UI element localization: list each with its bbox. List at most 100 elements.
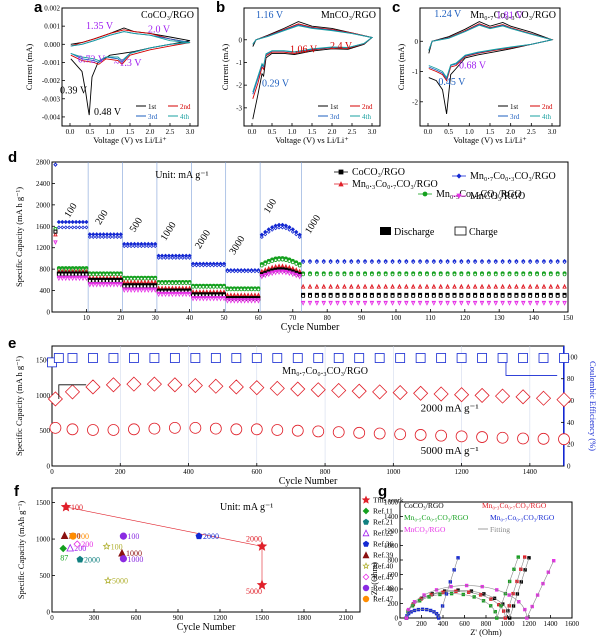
d-charge-point	[194, 297, 199, 302]
f-legend-label: Ref.47	[373, 595, 393, 604]
d-charge-point	[191, 285, 195, 289]
b-peak-annotation: 2.4 V	[330, 41, 353, 52]
b-legend-label: 4th	[362, 113, 371, 121]
b-xtick-label: 1.0	[288, 128, 297, 136]
e-coulombic-point	[108, 353, 119, 363]
d-charge-point	[277, 257, 281, 262]
g-xtick-label: 400	[438, 620, 449, 628]
d-discharge-point	[84, 219, 89, 225]
a-ytick-label: 0.001	[44, 23, 60, 31]
c-peak-annotation: 1.24 V	[434, 9, 462, 20]
a-ytick-label: 0.002	[44, 5, 60, 13]
d-charge-point	[139, 244, 144, 249]
d-charge-point	[342, 294, 347, 298]
d-charge-point	[438, 284, 443, 289]
d-charge-point	[404, 272, 409, 277]
d-ytick-label: 1200	[36, 244, 51, 252]
d-charge-point	[314, 260, 319, 265]
d-charge-label: Charge	[469, 227, 498, 238]
e-capacity-5000-point	[394, 428, 407, 441]
d-charge-point	[390, 260, 395, 265]
d-charge-point	[411, 284, 416, 289]
e-capacity-5000-point	[476, 431, 488, 443]
d-charge-point	[129, 244, 134, 249]
f-legend-label: Ref.11	[373, 507, 393, 516]
b-xtick-label: 1.5	[308, 128, 317, 136]
g-legend-label: Mn₀.₅Co₀.₅CO₃/RGO	[404, 513, 469, 522]
d-charge-point	[424, 260, 429, 265]
d-plot-frame	[51, 161, 569, 313]
b-title: MnCO₃/RGO	[321, 10, 376, 21]
d-charge-point	[342, 301, 347, 306]
d-charge-point	[383, 301, 388, 306]
d-charge-point	[500, 301, 505, 306]
e-coulombic-point	[395, 353, 406, 363]
d-charge-point	[376, 294, 381, 298]
d-charge-point	[94, 235, 99, 239]
e-coulombic-point	[169, 353, 180, 363]
d-charge-point	[211, 263, 216, 268]
d-charge-point	[356, 260, 361, 265]
f-legend-marker	[362, 573, 370, 581]
e-coulombic-point	[436, 353, 447, 363]
d-charge-point	[308, 260, 312, 265]
b-xtick-label: 0.5	[268, 128, 277, 136]
d-charge-point	[549, 294, 553, 298]
d-charge-point	[424, 284, 430, 289]
f-ref-point-label: 2000	[84, 555, 100, 564]
b-panel-letter: b	[216, 0, 225, 16]
e-coulombic-point	[129, 353, 139, 363]
d-charge-point	[363, 294, 367, 298]
d-charge-point	[160, 255, 165, 260]
f-this-work-label: 2000	[246, 534, 262, 543]
d-legend-marker	[456, 193, 462, 199]
f-ref-point	[119, 532, 128, 540]
e-coulombic-point	[497, 353, 508, 363]
b-ylabel: Current (mA)	[220, 44, 230, 91]
d-charge-point	[459, 284, 464, 289]
d-charge-point	[562, 284, 567, 289]
f-ref-point-label: 100	[111, 542, 123, 551]
d-charge-point	[397, 301, 402, 306]
d-charge-point	[555, 272, 560, 277]
panel-e-long-cycling: e 0 200 400 600 800 1000 1200 1400 0 500 1000 1500 0 2…	[8, 335, 598, 487]
f-legend-marker	[362, 595, 370, 603]
d-charge-point	[139, 288, 144, 293]
e-capacity-2000-point	[146, 376, 162, 392]
d-charge-point	[215, 263, 220, 268]
f-ref-point-label: 87	[60, 554, 68, 563]
d-charge-point	[115, 279, 120, 283]
e-capacity-2000-point	[351, 383, 367, 399]
f-ylabel: Specific Capacity (mAh g⁻¹)	[16, 501, 26, 600]
g-xtick-label: 1000	[501, 620, 516, 628]
d-legend-label: Mn₀.₃Co₀.₇CO₃/RGO	[352, 179, 438, 190]
d-charge-point	[335, 294, 340, 298]
d-charge-point	[249, 269, 254, 274]
d-xtick-label: 150	[563, 314, 574, 322]
e-capacity-2000-point	[290, 381, 306, 397]
e-ytick-label: 0	[47, 463, 51, 471]
d-rate-label: 3000	[228, 234, 248, 257]
d-charge-point	[280, 270, 285, 276]
a-ytick-label: -0.003	[42, 95, 61, 103]
d-charge-point	[283, 226, 288, 231]
d-charge-point	[486, 301, 491, 306]
g-xtick-label: 200	[416, 620, 427, 628]
d-charge-point	[70, 225, 75, 230]
d-unit-label: Unit: mA g⁻¹	[155, 170, 208, 181]
e-arrow-right	[505, 362, 558, 376]
e-right-ytick-label: 80	[567, 375, 575, 383]
g-xlabel: Z' (Ohm)	[470, 627, 502, 637]
c-xtick-label: 1.0	[465, 128, 474, 136]
d-charge-point	[411, 294, 415, 298]
f-legend-marker	[362, 540, 370, 547]
f-xtick-label: 900	[173, 614, 184, 622]
e-capacity-2000-point	[392, 385, 408, 401]
d-xtick-label: 110	[425, 314, 436, 322]
d-charge-point	[466, 260, 471, 265]
e-coulombic-point	[354, 353, 365, 363]
f-ref-point	[59, 544, 67, 553]
d-rate-label: 2000	[193, 228, 213, 251]
d-charge-point	[548, 272, 553, 277]
c-legend-label: 1st	[510, 103, 518, 111]
